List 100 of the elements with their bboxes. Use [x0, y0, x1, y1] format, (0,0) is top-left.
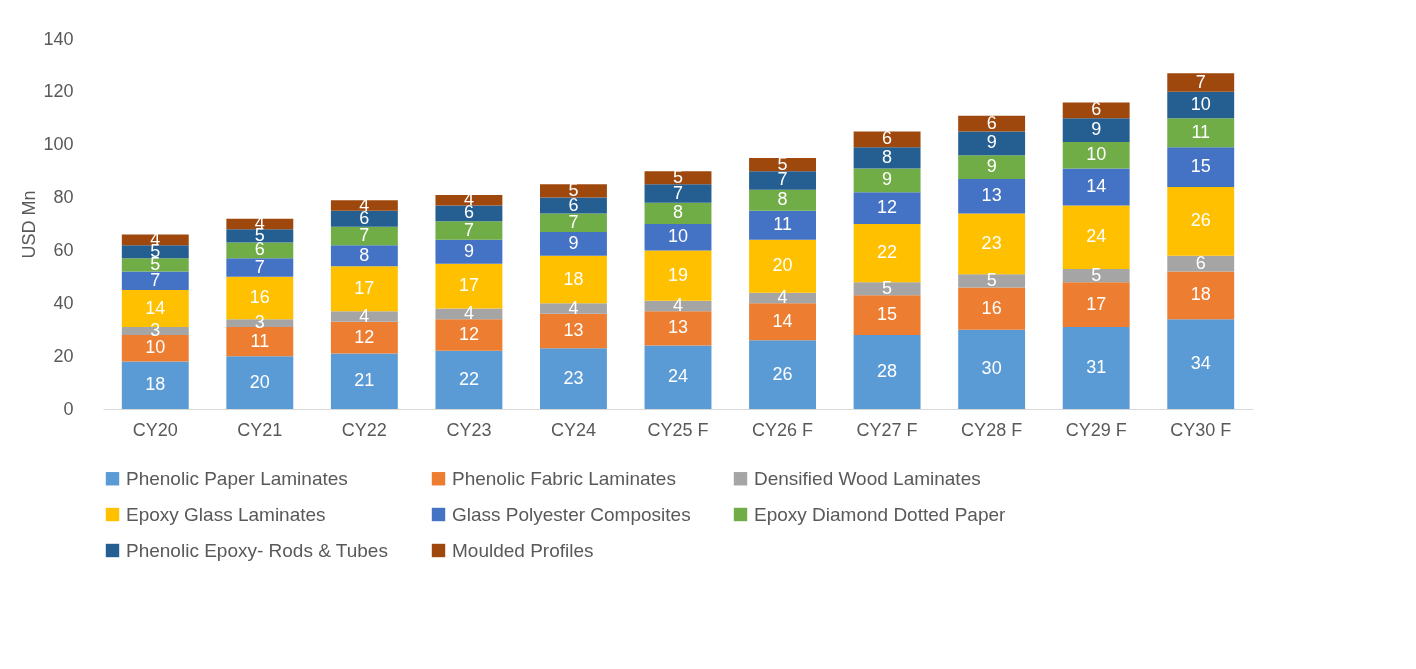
data-label: 5	[882, 277, 893, 298]
data-label: 9	[986, 132, 997, 153]
data-label: 10	[1086, 144, 1107, 165]
bar	[853, 295, 921, 335]
data-label: 14	[145, 297, 166, 318]
bar	[749, 340, 816, 409]
bar	[330, 311, 398, 322]
bar	[958, 329, 1026, 409]
legend-label: Glass Polyester Composites	[452, 503, 691, 525]
data-label: 4	[463, 302, 474, 323]
y-tick-label: 0	[63, 398, 74, 419]
bar	[749, 303, 816, 341]
data-label: 5	[1091, 264, 1102, 285]
bar	[1167, 255, 1235, 272]
bar	[749, 210, 816, 240]
bar	[1167, 73, 1235, 92]
data-label: 26	[1190, 210, 1211, 231]
bar	[330, 210, 398, 227]
legend-label: Epoxy Glass Laminates	[126, 503, 326, 525]
legend-label: Epoxy Diamond Dotted Paper	[754, 503, 1007, 525]
bar	[1167, 147, 1235, 187]
bar	[226, 356, 294, 409]
bar	[749, 157, 816, 172]
bar	[1062, 327, 1130, 409]
bar	[121, 271, 189, 291]
bar	[1062, 168, 1130, 206]
bar	[853, 282, 921, 296]
data-label: 16	[981, 297, 1002, 318]
data-label: 18	[145, 374, 166, 395]
bar	[958, 213, 1026, 275]
y-tick-label: 40	[53, 292, 74, 313]
data-label: 7	[672, 182, 684, 203]
bar	[226, 327, 294, 357]
bar	[540, 231, 607, 256]
y-tick-label: 100	[43, 134, 74, 155]
bar	[540, 303, 607, 314]
bar	[121, 335, 189, 362]
data-label: 9	[986, 156, 997, 177]
bar	[435, 319, 503, 351]
data-label: 8	[672, 202, 684, 223]
x-tick-label: CY29 F	[1065, 419, 1127, 440]
data-label: 7	[463, 219, 474, 240]
data-label: 10	[1190, 94, 1211, 115]
y-axis-title: USD Mn	[19, 190, 40, 259]
data-label: 23	[563, 367, 584, 388]
legend-label: Phenolic Fabric Laminates	[452, 467, 676, 489]
data-label: 8	[359, 244, 370, 265]
data-label: 18	[1190, 284, 1211, 305]
data-label: 24	[1086, 226, 1107, 247]
bar	[853, 147, 921, 169]
bar	[121, 361, 189, 409]
data-label: 8	[777, 189, 788, 210]
bar	[644, 345, 712, 409]
data-label: 12	[877, 197, 898, 218]
bar	[1062, 142, 1130, 169]
y-tick-label: 80	[53, 187, 74, 208]
x-tick-label: CY25 F	[647, 419, 709, 440]
bar	[853, 335, 921, 409]
data-label: 21	[354, 370, 375, 391]
data-label: 13	[563, 320, 584, 341]
data-label: 7	[359, 224, 370, 245]
data-label: 15	[1190, 156, 1211, 177]
data-label: 7	[777, 169, 788, 190]
data-label: 4	[568, 297, 579, 318]
bar	[540, 313, 607, 349]
bar	[330, 321, 398, 354]
data-label: 13	[981, 185, 1002, 206]
data-label: 11	[1191, 121, 1211, 142]
x-tick-label: CY21	[237, 419, 283, 440]
data-label: 9	[1091, 119, 1102, 140]
data-label: 7	[1195, 71, 1206, 92]
data-label: 22	[877, 242, 898, 263]
data-label: 20	[772, 255, 793, 276]
x-tick-label: CY27 F	[856, 419, 918, 440]
data-label: 6	[986, 112, 997, 133]
bar	[749, 171, 816, 190]
data-label: 15	[877, 304, 898, 325]
y-tick-label: 60	[53, 239, 74, 260]
legend-label: Phenolic Epoxy- Rods & Tubes	[126, 539, 388, 561]
data-label: 13	[667, 317, 689, 338]
bar	[1167, 91, 1235, 119]
bar	[958, 274, 1026, 288]
x-tick-label: CY28 F	[961, 419, 1023, 440]
legend-label: Densified Wood Laminates	[754, 467, 981, 489]
data-label: 30	[981, 358, 1002, 379]
data-label: 18	[563, 268, 584, 289]
bar	[1167, 271, 1235, 320]
data-label: 28	[877, 361, 898, 381]
data-label: 26	[772, 363, 793, 384]
bar	[958, 287, 1026, 330]
x-tick-label: CY20	[132, 419, 178, 440]
x-tick-label: CY22	[341, 419, 387, 440]
bar	[435, 221, 503, 240]
bar	[644, 184, 712, 203]
bar	[540, 184, 607, 198]
bar	[1062, 268, 1130, 283]
data-label: 8	[882, 146, 893, 167]
data-label: 5	[986, 269, 997, 290]
y-tick-label: 120	[43, 81, 74, 102]
data-label: 17	[458, 275, 479, 296]
